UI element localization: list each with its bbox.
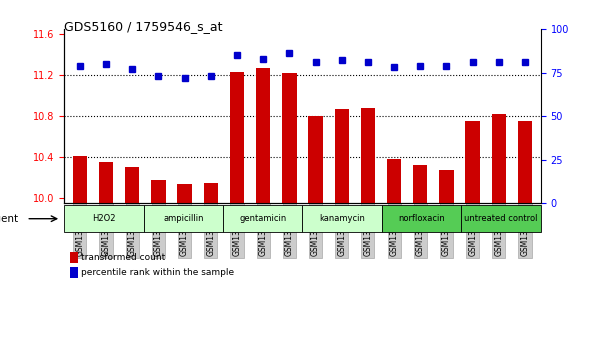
Text: norfloxacin: norfloxacin: [398, 214, 445, 223]
Bar: [230, 72, 244, 203]
Bar: [177, 184, 192, 203]
Bar: [466, 121, 480, 203]
Bar: [360, 108, 375, 203]
Text: untreated control: untreated control: [464, 214, 538, 223]
Text: H2O2: H2O2: [92, 214, 115, 223]
Text: GDS5160 / 1759546_s_at: GDS5160 / 1759546_s_at: [64, 20, 222, 33]
Bar: [256, 68, 270, 203]
Bar: [413, 166, 428, 203]
Text: kanamycin: kanamycin: [319, 214, 365, 223]
Bar: [309, 116, 323, 203]
Bar: [439, 171, 454, 203]
Bar: [282, 73, 296, 203]
Bar: [518, 121, 532, 203]
Text: gentamicin: gentamicin: [239, 214, 287, 223]
Bar: [99, 162, 113, 203]
Text: transformed count: transformed count: [81, 253, 165, 262]
Bar: [152, 180, 166, 203]
Text: percentile rank within the sample: percentile rank within the sample: [81, 268, 234, 277]
Bar: [125, 167, 139, 203]
Bar: [387, 159, 401, 203]
Text: agent: agent: [0, 214, 18, 224]
Bar: [203, 183, 218, 203]
Bar: [492, 114, 506, 203]
Text: ampicillin: ampicillin: [163, 214, 203, 223]
Bar: [335, 109, 349, 203]
Bar: [73, 156, 87, 203]
